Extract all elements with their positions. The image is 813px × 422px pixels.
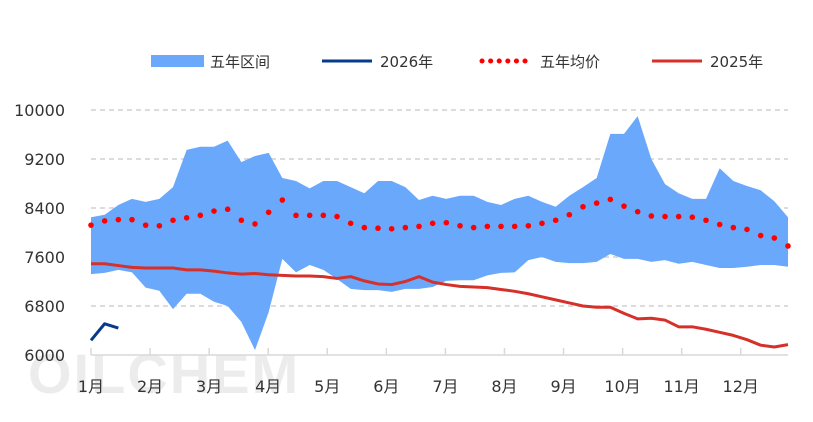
avg-point [279, 197, 286, 203]
five-year-range-band [91, 116, 788, 351]
avg-point [320, 212, 327, 219]
legend-2026-label: 2026年 [380, 53, 433, 71]
x-tick-label: 9月 [550, 377, 576, 396]
avg-point [183, 215, 190, 221]
watermark-logo: OILCHEM [28, 342, 300, 405]
avg-point [101, 218, 108, 224]
avg-point [648, 213, 655, 219]
avg-point [306, 212, 313, 219]
avg-point [238, 217, 245, 224]
y-tick-label: 6800 [24, 297, 65, 316]
legend-avg-label: 五年均价 [540, 53, 600, 71]
avg-point [361, 224, 368, 231]
avg-point [689, 214, 696, 220]
avg-point [662, 213, 668, 220]
avg-point [457, 222, 463, 229]
avg-point [730, 224, 737, 231]
legend-band-swatch [151, 55, 204, 67]
y-tick-label: 9200 [24, 150, 65, 169]
avg-point [129, 216, 135, 223]
avg-point [416, 223, 422, 230]
avg-point [429, 220, 436, 227]
avg-point [716, 221, 723, 228]
x-tick-label: 10月 [604, 377, 640, 396]
avg-point [375, 225, 381, 232]
avg-point [170, 217, 176, 224]
avg-point [293, 212, 299, 219]
x-tick-label: 4月 [255, 377, 281, 396]
avg-point [675, 213, 682, 220]
avg-point [771, 235, 778, 241]
avg-point [470, 224, 477, 231]
y-tick-label: 10000 [14, 101, 65, 120]
avg-point [156, 222, 163, 229]
x-tick-label: 12月 [723, 377, 759, 396]
legend-2025-label: 2025年 [710, 53, 763, 71]
avg-point [498, 223, 504, 230]
avg-point [539, 220, 545, 227]
avg-point [785, 243, 791, 249]
avg-point [402, 224, 409, 231]
avg-point [224, 206, 231, 213]
avg-point [757, 232, 764, 239]
x-tick-label: 2月 [137, 377, 163, 396]
y-tick-label: 8400 [24, 199, 65, 218]
avg-point [347, 220, 354, 227]
x-tick-label: 6月 [373, 377, 399, 396]
y-tick-label: 7600 [24, 248, 65, 267]
avg-point [142, 222, 149, 228]
avg-point [580, 203, 586, 210]
avg-point [744, 226, 750, 233]
y-tick-label: 6000 [24, 346, 65, 365]
x-tick-label: 11月 [663, 377, 699, 396]
avg-point [634, 208, 641, 215]
avg-point [334, 213, 340, 220]
avg-point [443, 219, 450, 226]
avg-point [552, 217, 559, 224]
avg-point [703, 217, 709, 224]
avg-point [252, 221, 258, 227]
x-tick-label: 7月 [432, 377, 458, 396]
avg-point [265, 209, 272, 216]
avg-point [511, 223, 518, 230]
series-2026-line [89, 322, 119, 342]
legend-band-label: 五年区间 [210, 53, 270, 71]
x-tick-label: 3月 [196, 377, 222, 396]
legend: 五年区间 2026年 五年均价 2025年 [151, 53, 763, 71]
series-2025-line [91, 262, 789, 349]
avg-point [607, 196, 614, 203]
x-tick-label: 8月 [491, 377, 517, 396]
avg-point [525, 222, 532, 229]
avg-point [593, 200, 600, 206]
avg-point [115, 216, 122, 223]
avg-point [621, 203, 627, 209]
x-tick-label: 5月 [314, 377, 340, 396]
avg-point [211, 208, 217, 214]
avg-point [484, 223, 491, 230]
avg-point [197, 212, 204, 219]
x-tick-label: 1月 [78, 377, 104, 396]
avg-point [566, 211, 573, 218]
avg-point [388, 226, 395, 232]
avg-point [88, 222, 94, 228]
